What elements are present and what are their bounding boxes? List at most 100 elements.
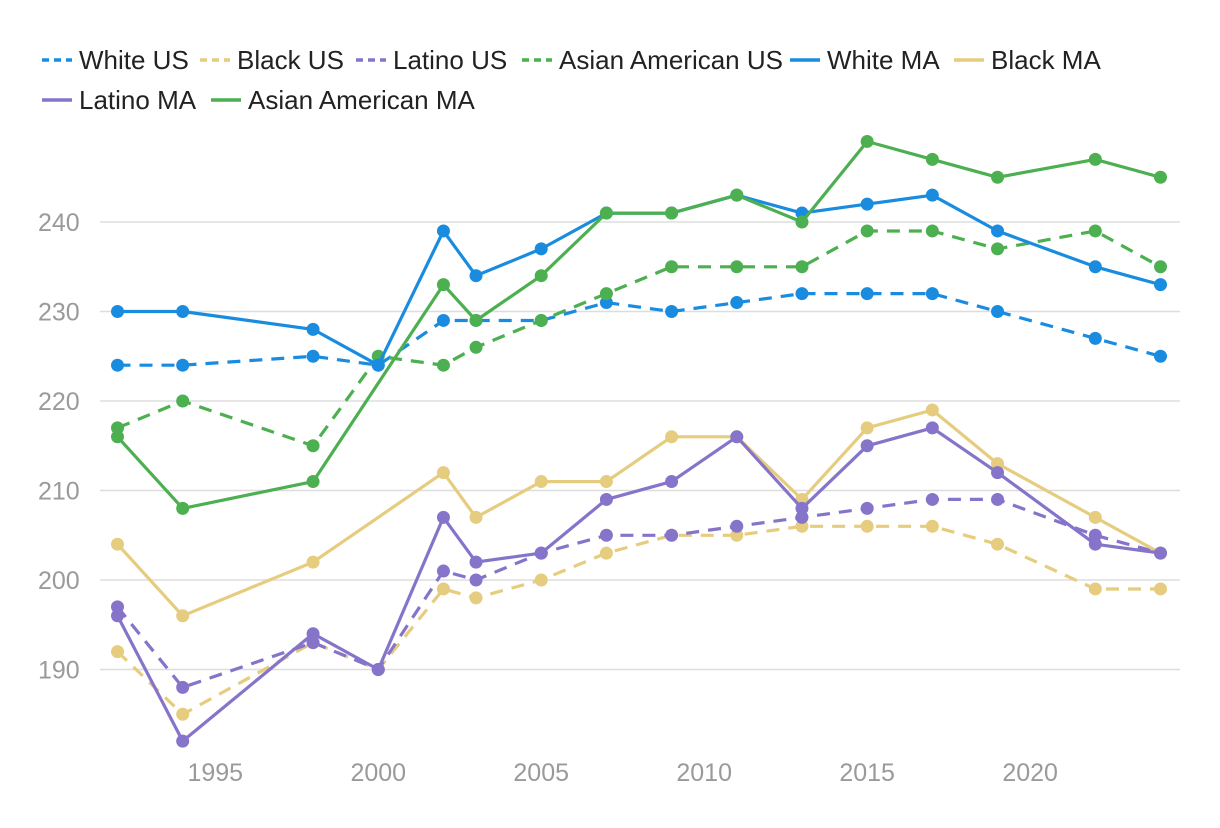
data-point — [795, 519, 809, 533]
data-point — [730, 519, 744, 533]
legend-item-asian-american-us: Asian American US — [522, 45, 783, 75]
legend-label: Latino MA — [79, 85, 197, 115]
data-point — [991, 537, 1005, 551]
data-point — [599, 296, 613, 310]
data-point — [111, 358, 124, 372]
data-point — [860, 224, 874, 238]
y-axis-ticks: 190 200 210 220 230 240 — [38, 209, 80, 685]
data-point — [111, 645, 124, 659]
y-tick-label: 210 — [38, 478, 80, 506]
data-point — [1154, 349, 1167, 363]
data-point — [860, 421, 874, 435]
legend-label: Asian American MA — [248, 85, 476, 115]
data-point — [176, 734, 190, 748]
data-point — [534, 573, 548, 587]
data-point — [925, 188, 939, 202]
data-point — [991, 492, 1005, 506]
series-line-latino-ma — [116, 426, 1161, 743]
data-point — [925, 519, 939, 533]
data-point — [176, 609, 190, 623]
data-point — [436, 313, 450, 327]
data-point — [306, 349, 320, 363]
x-tick-label: 1995 — [187, 759, 243, 787]
legend-item-latino-ma: Latino MA — [42, 85, 197, 115]
data-point — [111, 305, 124, 318]
data-point — [925, 421, 939, 435]
data-point — [1154, 170, 1167, 184]
data-point — [469, 340, 483, 354]
x-tick-label: 2010 — [676, 759, 732, 787]
data-point — [730, 260, 744, 274]
data-point — [1088, 152, 1102, 166]
data-point — [111, 430, 124, 444]
data-point — [860, 287, 874, 301]
data-point — [436, 510, 450, 524]
legend-item-white-ma: White MA — [790, 45, 940, 75]
series-latino-us — [111, 492, 1167, 694]
x-tick-label: 2020 — [1002, 759, 1058, 787]
data-point — [1154, 582, 1167, 596]
legend-item-asian-american-ma: Asian American MA — [211, 85, 476, 115]
data-point — [665, 260, 679, 274]
data-point — [436, 224, 450, 238]
series-line-black-ma — [116, 408, 1162, 618]
data-point — [436, 358, 450, 372]
data-point — [534, 242, 548, 256]
series-asian-american-us — [111, 224, 1167, 453]
series-line-black-us — [116, 524, 1161, 716]
data-point — [991, 224, 1005, 238]
data-point — [991, 466, 1005, 480]
data-point — [306, 555, 320, 569]
data-point — [1088, 528, 1102, 542]
data-point — [176, 394, 190, 408]
legend-label: Asian American US — [559, 45, 783, 75]
data-point — [599, 528, 613, 542]
data-point — [1154, 278, 1167, 292]
data-point — [1088, 510, 1102, 524]
data-point — [371, 663, 385, 676]
x-tick-label: 2000 — [350, 759, 406, 787]
data-point — [1088, 331, 1102, 345]
data-point — [925, 287, 939, 301]
legend: White US Black US Latino US Asian American … — [42, 45, 1101, 115]
data-point — [860, 501, 874, 515]
data-point — [665, 475, 679, 489]
data-point — [599, 492, 613, 506]
data-point — [111, 609, 124, 623]
grid — [100, 221, 1180, 671]
series-latino-ma — [111, 421, 1167, 748]
data-point — [665, 528, 679, 542]
legend-label: White US — [79, 45, 189, 75]
data-point — [469, 591, 483, 605]
data-point — [925, 492, 939, 506]
data-point — [665, 206, 679, 220]
data-point — [534, 313, 548, 327]
data-point — [534, 269, 548, 283]
data-point — [730, 528, 744, 542]
data-point — [111, 421, 124, 435]
data-point — [436, 582, 450, 596]
data-point — [1088, 260, 1102, 274]
series-asian-american-ma — [111, 134, 1167, 515]
x-tick-label: 2005 — [513, 759, 569, 787]
data-point — [860, 519, 874, 533]
data-point — [176, 680, 190, 694]
data-point — [860, 439, 874, 453]
data-point — [665, 305, 679, 318]
y-tick-label: 220 — [38, 388, 80, 416]
data-point — [1088, 537, 1102, 551]
data-point — [795, 287, 809, 301]
data-point — [599, 546, 613, 560]
y-tick-label: 190 — [38, 657, 80, 685]
data-point — [730, 188, 744, 202]
legend-label: Black MA — [991, 45, 1101, 75]
data-point — [730, 430, 744, 444]
data-point — [1154, 260, 1167, 274]
data-point — [925, 152, 939, 166]
data-point — [176, 707, 190, 721]
series-line-asian-american-us — [116, 229, 1162, 448]
data-point — [111, 537, 124, 551]
data-point — [176, 501, 190, 515]
data-point — [306, 636, 320, 650]
